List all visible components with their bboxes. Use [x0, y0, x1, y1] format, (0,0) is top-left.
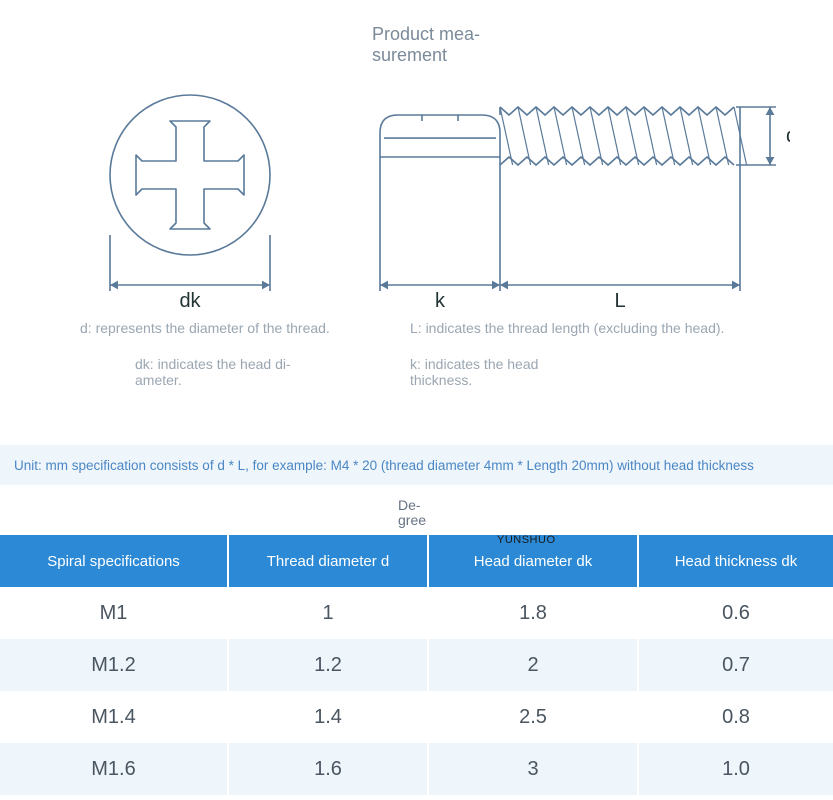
unit-note-bar: Unit: mm specification consists of d * L… [0, 445, 833, 485]
table-row: M1.61.631.0 [0, 743, 833, 795]
unit-note-text: Unit: mm specification consists of d * L… [14, 458, 754, 473]
table-cell: 1.4 [228, 691, 428, 743]
page-title: Product mea- surement [372, 24, 532, 65]
th-spiral: Spiral specifications [0, 535, 228, 587]
watermark-text: YUNSHUO [497, 534, 556, 546]
table-cell: 2.5 [428, 691, 638, 743]
table-cell: M1.4 [0, 691, 228, 743]
def-d: d: represents the diameter of the thread… [80, 320, 410, 336]
table-cell: 0.6 [638, 587, 833, 639]
svg-text:L: L [614, 290, 625, 310]
table-cell: 1.6 [228, 743, 428, 795]
table-cell: M1.6 [0, 743, 228, 795]
table-row: M111.80.6 [0, 587, 833, 639]
table-row: M1.41.42.50.8 [0, 691, 833, 743]
table-cell: M1.2 [0, 639, 228, 691]
table-cell: 2 [428, 639, 638, 691]
table-row: M1.21.220.7 [0, 639, 833, 691]
measurement-diagram: dkkLd [60, 80, 790, 300]
table-cell: 1 [228, 587, 428, 639]
definitions-block: d: represents the diameter of the thread… [80, 320, 780, 408]
table-cell: 1.0 [638, 743, 833, 795]
table-cell: 1.8 [428, 587, 638, 639]
table-cell: 1.2 [228, 639, 428, 691]
table-cell: 0.7 [638, 639, 833, 691]
table-cell: 3 [428, 743, 638, 795]
table-cell: 0.8 [638, 691, 833, 743]
degree-label: De- gree [398, 498, 426, 529]
def-k: k: indicates the head thickness. [410, 356, 770, 388]
th-head-thk: Head thickness dk [638, 535, 833, 587]
table-header-row: Spiral specifications Thread diameter d … [0, 535, 833, 587]
spec-table: Spiral specifications Thread diameter d … [0, 535, 833, 795]
svg-text:k: k [435, 290, 446, 310]
th-thread-d: Thread diameter d [228, 535, 428, 587]
svg-text:d: d [786, 125, 790, 147]
svg-text:dk: dk [179, 290, 201, 310]
table-cell: M1 [0, 587, 228, 639]
def-L: L: indicates the thread length (excludin… [410, 320, 770, 336]
def-dk: dk: indicates the head di- ameter. [135, 356, 410, 388]
